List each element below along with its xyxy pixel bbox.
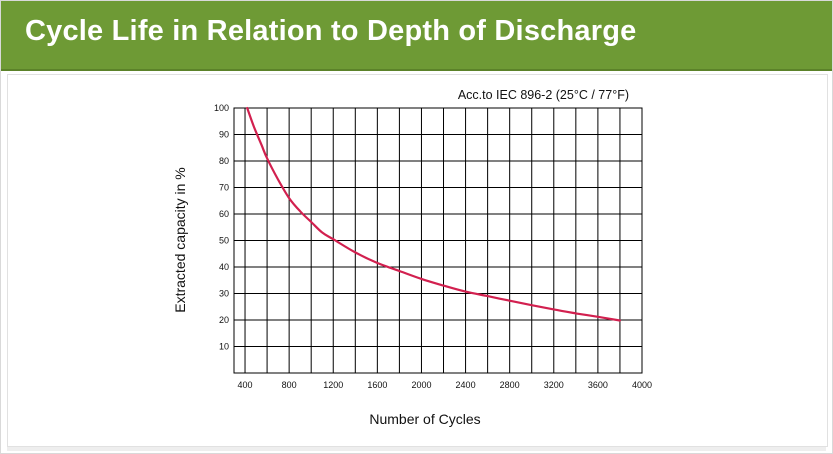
y-axis-label: Extracted capacity in % [172,167,188,313]
plot-border [233,107,643,374]
y-tick-label: 100 [214,103,229,113]
y-tick-label: 60 [219,209,229,219]
plot-area-border [233,107,643,374]
x-tick-label: 2000 [411,380,431,390]
chart-grid [234,107,643,373]
x-tick-label: 1200 [323,380,343,390]
x-tick-label: 400 [238,380,253,390]
page-title: Cycle Life in Relation to Depth of Disch… [25,15,637,47]
chart-panel [7,74,828,447]
series-group [246,106,621,322]
x-tick-label: 4000 [632,380,652,390]
y-tick-label: 40 [219,262,229,272]
x-tick-label: 3600 [588,380,608,390]
y-tick-label: 10 [219,342,229,352]
x-tick-label: 800 [282,380,297,390]
x-tick-label: 2800 [500,380,520,390]
chart-annotation: Acc.to IEC 896-2 (25°C / 77°F) [458,88,629,102]
x-tick-label: 1600 [367,380,387,390]
y-tick-label: 50 [219,236,229,246]
header-bar: Cycle Life in Relation to Depth of Disch… [1,1,832,71]
x-axis-label: Number of Cycles [369,411,480,427]
y-tick-label: 80 [219,156,229,166]
series-line-cycle-life [246,106,621,322]
y-tick-label: 70 [219,183,229,193]
y-tick-label: 20 [219,315,229,325]
y-tick-labels: 10 20 30 40 50 60 70 80 90 100 [214,103,229,352]
x-tick-label: 3200 [544,380,564,390]
x-tick-label: 2400 [456,380,476,390]
y-tick-label: 30 [219,289,229,299]
x-tick-labels: 400 800 1200 1600 2000 2400 2800 3200 3600 4000 [238,380,653,390]
y-tick-label: 90 [219,130,229,140]
bottom-strip [7,447,826,451]
